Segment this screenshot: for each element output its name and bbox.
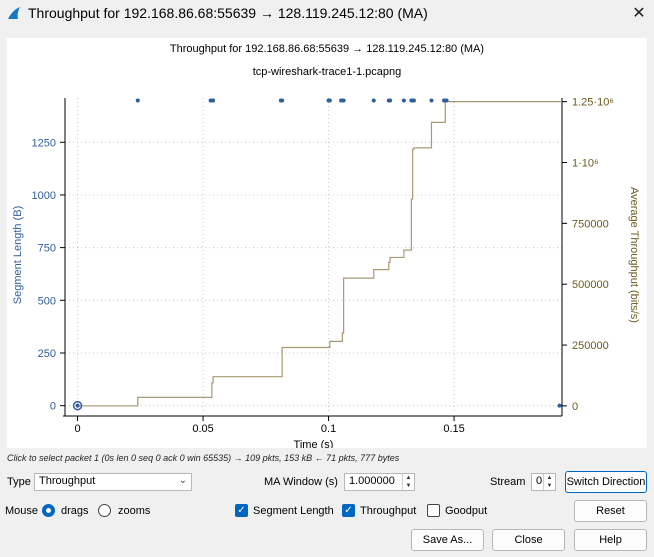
chart-subtitle: tcp-wireshark-trace1-1.pcapng — [253, 66, 402, 78]
switch-direction-button[interactable]: Switch Direction — [565, 471, 647, 493]
segment-length-point — [135, 98, 140, 103]
reset-button[interactable]: Reset — [574, 500, 647, 522]
x-tick-label: 0.05 — [192, 423, 213, 435]
segment-length-checkbox[interactable]: ✓ — [235, 504, 248, 517]
zooms-radio[interactable] — [98, 504, 111, 517]
stream-spinbox[interactable]: 0 ▲ ▼ — [531, 473, 556, 491]
y-right-tick-label: 1·10⁶ — [572, 158, 599, 170]
goodput-label: Goodput — [445, 505, 488, 517]
type-select-value: Throughput — [39, 475, 96, 487]
segment-length-point — [280, 98, 285, 103]
close-button[interactable]: Close — [492, 529, 565, 551]
segment-length-label: Segment Length — [253, 505, 334, 517]
plot-panel[interactable]: Throughput for 192.168.86.68:55639 → 128… — [7, 38, 647, 448]
segment-length-point — [371, 98, 376, 103]
segment-length-point — [327, 98, 332, 103]
help-button[interactable]: Help — [574, 529, 647, 551]
y-left-tick-label: 1250 — [32, 137, 56, 149]
segment-length-point — [444, 98, 449, 103]
segment-length-point — [557, 403, 562, 408]
throughput-label: Throughput — [360, 505, 417, 517]
segment-length-point — [429, 98, 434, 103]
type-label: Type — [7, 476, 31, 488]
segment-length-point — [75, 403, 80, 408]
y-right-tick-label: 250000 — [572, 340, 609, 352]
ma-window-label: MA Window (s) — [264, 476, 338, 488]
close-window-icon[interactable]: ✕ — [632, 5, 646, 22]
y-right-tick-label: 750000 — [572, 218, 609, 230]
y-left-axis-label: Segment Length (B) — [12, 206, 24, 304]
y-left-tick-label: 1000 — [32, 190, 56, 202]
ma-window-spinbox[interactable]: 1.000000 ▲ ▼ — [344, 473, 415, 491]
y-left-tick-label: 0 — [50, 401, 56, 413]
x-axis-label: Time (s) — [294, 439, 334, 448]
y-right-tick-label: 500000 — [572, 279, 609, 291]
segment-length-point — [211, 98, 216, 103]
x-tick-label: 0.1 — [321, 423, 336, 435]
x-tick-label: 0.15 — [443, 423, 464, 435]
y-left-tick-label: 750 — [38, 243, 56, 255]
drags-label: drags — [61, 505, 89, 517]
save-as-button[interactable]: Save As... — [411, 529, 484, 551]
ma-window-value: 1.000000 — [349, 475, 395, 487]
selected-packet-marker — [72, 400, 83, 411]
throughput-checkbox[interactable]: ✓ — [342, 504, 355, 517]
y-right-tick-label: 1.25·10⁶ — [572, 97, 614, 109]
goodput-checkbox[interactable] — [427, 504, 440, 517]
x-tick-label: 0 — [74, 423, 80, 435]
title-bar: Throughput for 192.168.86.68:55639 → 128… — [0, 0, 654, 26]
status-hint: Click to select packet 1 (0s len 0 seq 0… — [7, 453, 400, 463]
y-left-tick-label: 250 — [38, 348, 56, 360]
stream-label: Stream — [490, 476, 526, 488]
wireshark-fin-icon — [8, 7, 20, 19]
chevron-down-icon: ⌄ — [178, 475, 187, 486]
segment-length-point — [388, 98, 393, 103]
zooms-label: zooms — [118, 505, 151, 517]
spin-arrows-icon[interactable]: ▲ ▼ — [402, 474, 414, 490]
spin-arrows-icon[interactable]: ▲ ▼ — [543, 474, 555, 490]
throughput-series-line — [77, 101, 562, 407]
window-title: Throughput for 192.168.86.68:55639 → 128… — [28, 5, 428, 21]
throughput-chart[interactable]: Throughput for 192.168.86.68:55639 → 128… — [7, 38, 647, 448]
y-right-axis-label: Average Throughput (bits/s) — [628, 187, 640, 323]
y-left-tick-label: 500 — [38, 295, 56, 307]
segment-length-point — [411, 98, 416, 103]
type-select[interactable]: Throughput ⌄ — [34, 473, 192, 491]
segment-length-point — [401, 98, 406, 103]
mouse-label: Mouse — [5, 505, 39, 517]
drags-radio[interactable] — [42, 504, 55, 517]
chart-title: Throughput for 192.168.86.68:55639 → 128… — [170, 43, 484, 55]
y-right-tick-label: 0 — [572, 401, 578, 413]
segment-length-point — [341, 98, 346, 103]
stream-value: 0 — [536, 475, 543, 487]
